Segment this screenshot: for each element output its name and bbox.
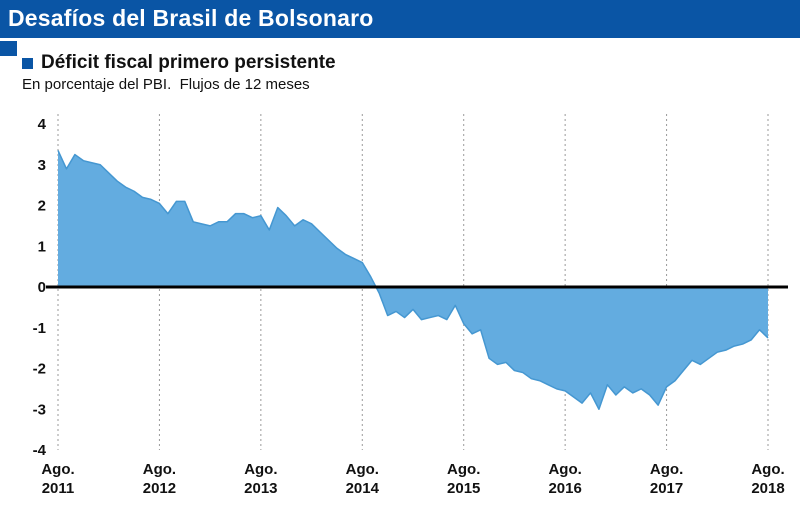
page-title: Desafíos del Brasil de Bolsonaro — [8, 5, 374, 31]
x-tick-label-year: 2017 — [650, 480, 683, 497]
x-tick-label-year: 2011 — [42, 480, 75, 497]
y-tick-label: 4 — [38, 116, 47, 133]
x-tick-label-year: 2018 — [751, 480, 784, 497]
x-tick-label-year: 2014 — [346, 480, 380, 497]
y-tick-label: -3 — [33, 401, 46, 418]
x-tick-label-year: 2016 — [548, 480, 581, 497]
chart-subtitle-row: Déficit fiscal primero persistente — [22, 52, 800, 74]
y-tick-label: 0 — [38, 279, 46, 296]
y-tick-label: -1 — [33, 320, 46, 337]
chart-canvas: 4 3 2 1 0 -1 -2 -3 -4 Ago. 2011 Ago. 2012 Ago. 2013 Ago… — [33, 114, 788, 497]
x-tick-label-month: Ago. — [548, 461, 581, 478]
banner-tab-decoration — [0, 41, 17, 56]
y-tick-label: 1 — [38, 238, 46, 255]
area-series — [58, 150, 768, 410]
x-tick-label-month: Ago. — [447, 461, 480, 478]
x-tick-label-year: 2015 — [447, 480, 480, 497]
chart-units-note: En porcentaje del PBI. Flujos de 12 mese… — [22, 76, 310, 93]
x-tick-label-year: 2013 — [244, 480, 277, 497]
chart-subtitle: Déficit fiscal primero persistente — [41, 52, 336, 73]
x-tick-label-month: Ago. — [244, 461, 277, 478]
series-line — [57, 150, 769, 410]
y-tick-label: 3 — [38, 157, 46, 174]
x-tick-label-month: Ago. — [143, 461, 176, 478]
x-tick-label-year: 2012 — [143, 480, 176, 497]
y-tick-label: 2 — [38, 198, 46, 215]
fiscal-deficit-area-chart: 4 3 2 1 0 -1 -2 -3 -4 Ago. 2011 Ago. 2012 Ago. 2013 Ago… — [0, 104, 800, 516]
x-tick-label-month: Ago. — [41, 461, 74, 478]
y-tick-label: -4 — [33, 442, 47, 459]
bullet-square-icon — [22, 57, 33, 69]
y-tick-label: -2 — [33, 361, 46, 378]
x-tick-label-month: Ago. — [346, 461, 379, 478]
x-tick-label-month: Ago. — [650, 461, 683, 478]
x-tick-label-month: Ago. — [751, 461, 784, 478]
chart-banner: Desafíos del Brasil de Bolsonaro — [0, 0, 800, 38]
